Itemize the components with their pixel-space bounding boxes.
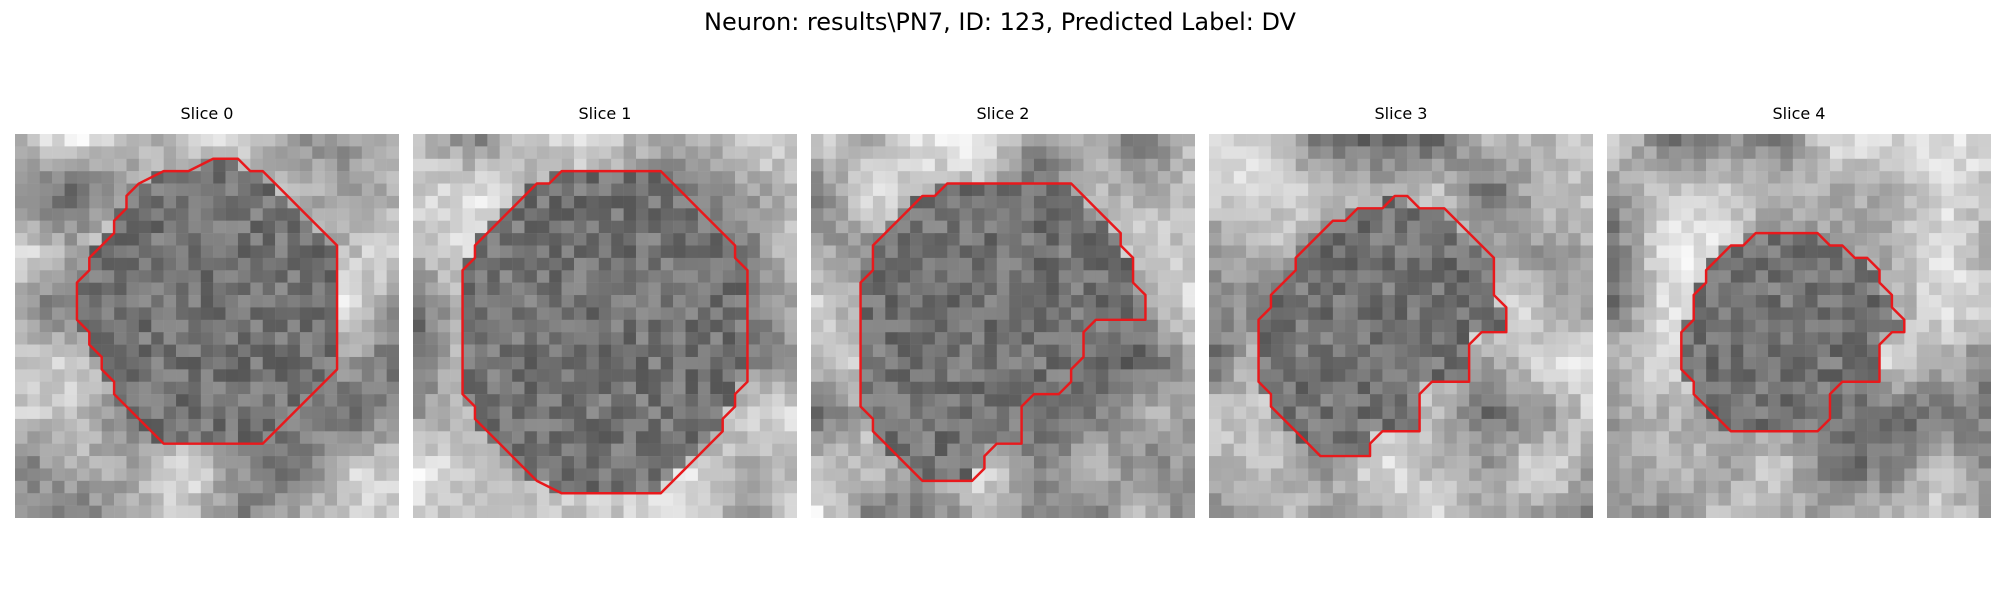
slice-image bbox=[1607, 134, 1991, 518]
segmentation-contour bbox=[1680, 231, 1906, 433]
segmentation-contour bbox=[1257, 194, 1508, 458]
slice-panel-3: Slice 3 bbox=[1209, 104, 1593, 518]
figure-title: Neuron: results\PN7, ID: 123, Predicted … bbox=[704, 8, 1296, 36]
slice-title: Slice 3 bbox=[1374, 104, 1428, 123]
slice-title: Slice 4 bbox=[1772, 104, 1826, 123]
slice-panel-2: Slice 2 bbox=[811, 104, 1195, 518]
slice-image bbox=[811, 134, 1195, 518]
slice-panel-0: Slice 0 bbox=[15, 104, 399, 518]
slice-image bbox=[1209, 134, 1593, 518]
segmentation-contour bbox=[75, 157, 339, 445]
slice-image bbox=[413, 134, 797, 518]
slice-image bbox=[15, 134, 399, 518]
slice-panel-4: Slice 4 bbox=[1607, 104, 1991, 518]
slice-title: Slice 1 bbox=[578, 104, 632, 123]
slice-title: Slice 0 bbox=[180, 104, 234, 123]
slice-title: Slice 2 bbox=[976, 104, 1030, 123]
slice-panel-1: Slice 1 bbox=[413, 104, 797, 518]
segmentation-contour bbox=[859, 182, 1147, 483]
segmentation-contour bbox=[461, 169, 749, 495]
